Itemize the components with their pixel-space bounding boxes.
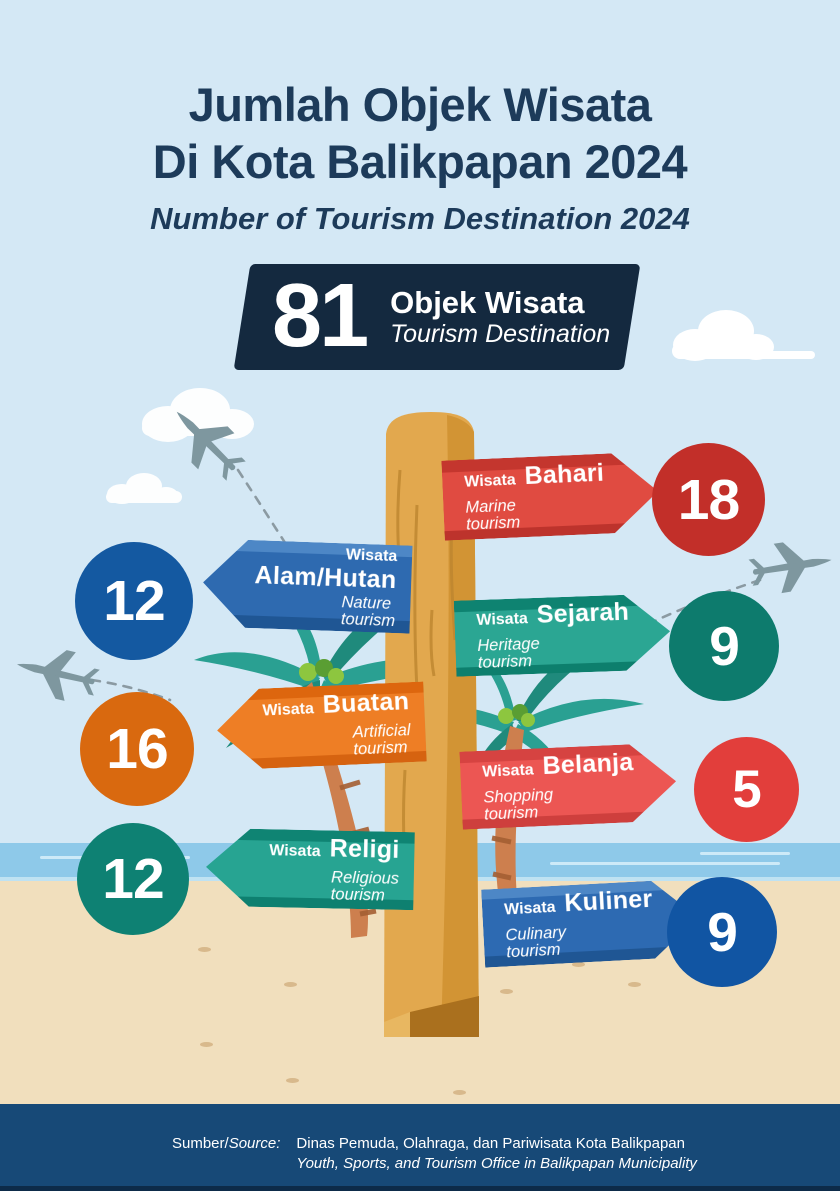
sign-subtitle: Artificial tourism: [352, 721, 411, 759]
sign-prefix: Wisata: [463, 471, 517, 491]
sign-prefix: Wisata: [503, 898, 557, 919]
sign-subtitle: Heritage tourism: [477, 634, 540, 672]
sand-pebble: [200, 1042, 213, 1047]
count-badge-kuliner: 9: [667, 877, 777, 987]
source-footer: Sumber/Source: Dinas Pemuda, Olahraga, d…: [0, 1104, 840, 1186]
source-line-en: Youth, Sports, and Tourism Office in Bal…: [296, 1154, 697, 1172]
total-badge: 81 Objek Wisata Tourism Destination: [233, 264, 641, 370]
sign-title: Bahari: [523, 458, 605, 491]
sign-title: Buatan: [322, 687, 410, 719]
count-badge-buatan: 16: [80, 692, 194, 806]
footer-bottom-strip: [0, 1186, 840, 1191]
sign-subtitle: Nature tourism: [340, 593, 396, 630]
cloud-icon: [672, 310, 815, 361]
total-label-en: Tourism Destination: [390, 320, 611, 349]
sand-pebble: [500, 989, 513, 994]
sign-subtitle: Marine tourism: [465, 496, 521, 534]
sign-prefix: Wisata: [476, 610, 529, 629]
page-title: Jumlah Objek Wisata Di Kota Balikpapan 2…: [0, 76, 840, 191]
count-badge-religi: 12: [77, 823, 189, 935]
source-label: Sumber/Source:: [172, 1134, 280, 1152]
total-labels: Objek Wisata Tourism Destination: [390, 285, 610, 349]
count-badge-sejarah: 9: [669, 591, 779, 701]
page-subtitle: Number of Tourism Destination 2024: [150, 201, 690, 236]
sand-pebble: [286, 1078, 299, 1083]
sign-subtitle: Religious tourism: [330, 868, 400, 905]
sand-pebble: [572, 962, 585, 967]
sea-streak: [550, 862, 780, 865]
sign-subtitle: Shopping tourism: [483, 785, 554, 824]
sand-pebble: [198, 947, 211, 952]
sand-pebble: [284, 982, 297, 987]
sand-pebble: [628, 982, 641, 987]
total-label-id: Objek Wisata: [390, 284, 585, 320]
sign-subtitle: Culinary tourism: [505, 923, 567, 961]
title-line-2: Di Kota Balikpapan 2024: [152, 135, 688, 189]
total-badge-content: 81 Objek Wisata Tourism Destination: [242, 266, 610, 367]
sign-title: Belanja: [541, 748, 635, 781]
cloud-icon: [106, 473, 182, 504]
source-text: Dinas Pemuda, Olahraga, dan Pariwisata K…: [296, 1134, 697, 1173]
sign-prefix: Wisata: [262, 700, 315, 720]
source-label-id: Sumber/: [172, 1135, 229, 1152]
count-badge-alam-hutan: 12: [75, 542, 193, 660]
sand-pebble: [453, 1090, 466, 1095]
sign-title: Kuliner: [563, 884, 654, 918]
source-footer-content: Sumber/Source: Dinas Pemuda, Olahraga, d…: [172, 1134, 697, 1173]
sign-title: Religi: [329, 834, 400, 864]
total-value: 81: [272, 266, 367, 367]
sign-title: Alam/Hutan: [254, 561, 397, 595]
sign-prefix: Wisata: [481, 761, 535, 781]
sea-streak: [700, 852, 790, 855]
title-line-1: Jumlah Objek Wisata: [188, 78, 652, 131]
sign-prefix: Wisata: [269, 842, 321, 861]
source-label-en: Source:: [228, 1135, 281, 1152]
sign-prefix: Wisata: [345, 546, 398, 566]
source-line-id: Dinas Pemuda, Olahraga, dan Pariwisata K…: [296, 1135, 685, 1152]
count-badge-bahari: 18: [652, 443, 765, 556]
count-badge-belanja: 5: [694, 737, 799, 842]
sign-title: Sejarah: [536, 597, 630, 629]
